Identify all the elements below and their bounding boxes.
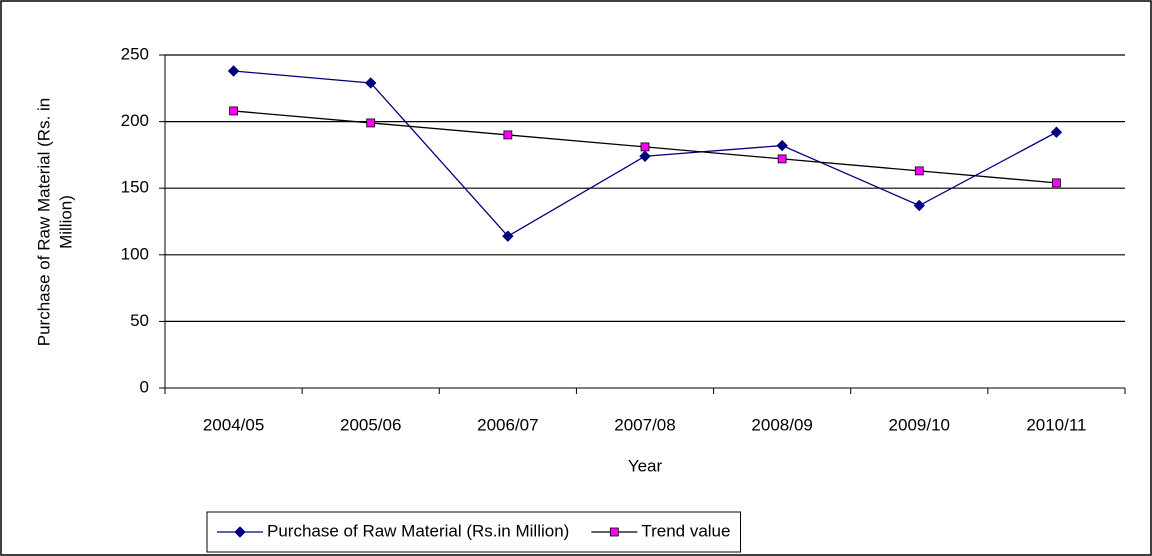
y-axis-title-line: Purchase of Raw Material (Rs. in bbox=[34, 98, 53, 346]
diamond-marker bbox=[234, 526, 246, 538]
square-marker bbox=[914, 166, 924, 176]
square-marker bbox=[609, 527, 619, 537]
y-tick-label: 200 bbox=[121, 111, 149, 130]
square-marker bbox=[503, 130, 513, 140]
legend-label: Trend value bbox=[641, 521, 730, 540]
diamond-marker bbox=[776, 139, 788, 152]
diamond-marker bbox=[639, 150, 651, 162]
x-tick-label: 2005/06 bbox=[340, 415, 401, 434]
x-tick-label: 2010/11 bbox=[1026, 415, 1086, 434]
y-axis-title-line: Million) bbox=[56, 195, 75, 249]
square-marker bbox=[1052, 178, 1061, 188]
square-marker bbox=[366, 118, 376, 128]
diamond-marker bbox=[502, 230, 514, 242]
y-tick-label: 250 bbox=[121, 44, 149, 63]
x-tick-label: 2008/09 bbox=[751, 415, 812, 434]
diamond-marker bbox=[227, 65, 240, 77]
x-axis-title: Year bbox=[628, 456, 663, 475]
x-tick-label: 2006/07 bbox=[477, 415, 538, 434]
x-tick-label: 2007/08 bbox=[614, 415, 675, 434]
y-tick-label: 150 bbox=[121, 178, 149, 197]
x-tick-label: 2009/10 bbox=[889, 415, 950, 434]
y-tick-label: 0 bbox=[140, 377, 149, 396]
diamond-marker bbox=[365, 77, 377, 89]
legend-label: Purchase of Raw Material (Rs.in Million) bbox=[267, 521, 569, 540]
square-marker bbox=[640, 142, 650, 152]
square-marker bbox=[777, 154, 787, 164]
y-tick-label: 100 bbox=[121, 244, 149, 263]
y-tick-label: 50 bbox=[130, 311, 149, 330]
y-axis-title: Purchase of Raw Material (Rs. in Million… bbox=[34, 98, 75, 346]
square-marker bbox=[229, 106, 238, 116]
diamond-marker bbox=[1050, 126, 1063, 138]
legend-box bbox=[206, 511, 741, 553]
legend: Purchase of Raw Material (Rs.in Million)… bbox=[206, 511, 741, 553]
diamond-marker bbox=[913, 199, 925, 212]
x-tick-label: 2004/05 bbox=[203, 415, 264, 434]
